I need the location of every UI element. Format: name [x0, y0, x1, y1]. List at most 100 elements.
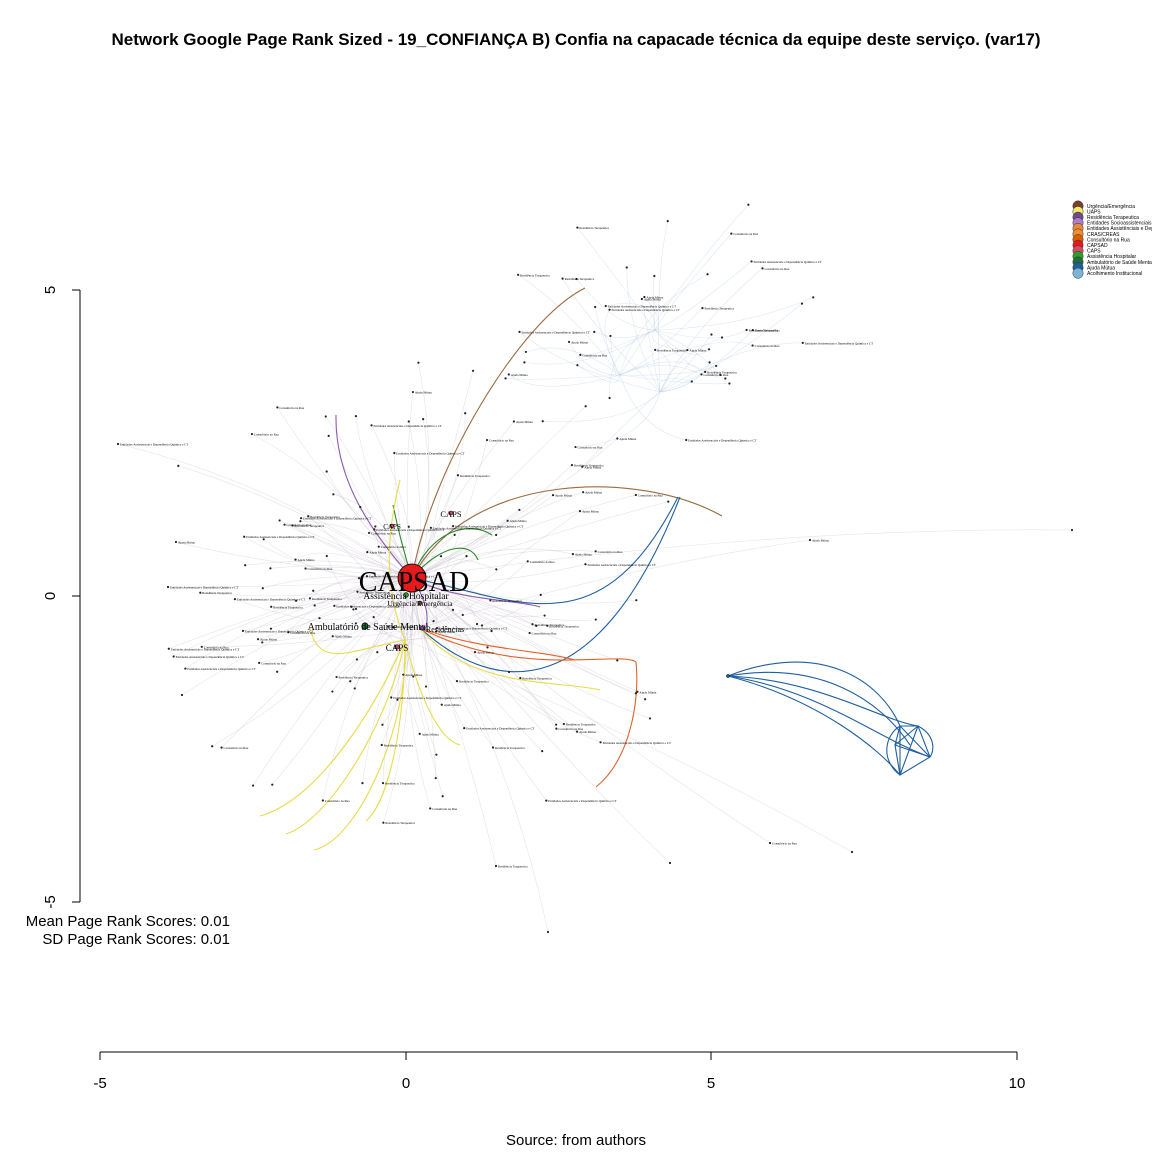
y-tick-label: 5	[42, 286, 59, 294]
node-label: Consultório na Rua	[755, 329, 780, 333]
legend-label: CRAS/CREAS	[1087, 232, 1120, 238]
node	[812, 296, 815, 299]
node	[184, 667, 187, 670]
node-label: Residência Terapeutica	[579, 226, 609, 230]
legend-label: Ambulatório de Saúde Mental	[1087, 260, 1152, 266]
node-label: Ajuda Mútua	[438, 630, 455, 634]
edge	[262, 577, 413, 643]
edge	[886, 725, 901, 776]
node	[332, 493, 335, 496]
edge	[393, 452, 421, 629]
legend-swatch	[1072, 267, 1084, 279]
node-label: Ajuda Mútua	[582, 510, 599, 514]
edge	[279, 520, 413, 579]
node-label: Residência Terapeutica	[385, 821, 415, 825]
node	[608, 396, 611, 400]
node-label: Consultório na Rua	[308, 567, 333, 571]
node	[541, 420, 544, 423]
edge	[659, 334, 712, 393]
node-label: Consultório na Rua	[390, 625, 415, 629]
node	[324, 415, 327, 418]
node	[594, 550, 597, 553]
node	[361, 782, 364, 785]
node	[258, 661, 261, 664]
edge	[562, 278, 661, 393]
node-label: Residência Terapeutica	[202, 591, 232, 595]
node	[504, 377, 507, 380]
node	[390, 696, 393, 699]
edge	[508, 374, 621, 387]
node-label: Entidades Assistenciais e Dependência Qu…	[805, 341, 873, 345]
node-label: Entidades Assistenciais e Dependência Qu…	[246, 535, 314, 539]
edge	[173, 577, 413, 657]
node	[524, 350, 527, 354]
node-label: Ajuda Mútua	[405, 673, 422, 677]
edge	[419, 510, 581, 629]
node	[644, 698, 647, 701]
node	[435, 627, 439, 630]
node	[451, 608, 455, 611]
node	[233, 598, 236, 601]
node	[294, 558, 297, 561]
edge	[411, 577, 541, 608]
node	[539, 593, 542, 596]
node	[541, 750, 544, 753]
node	[715, 364, 718, 368]
node	[352, 608, 355, 611]
edge	[328, 435, 413, 579]
node	[719, 373, 722, 376]
node	[751, 328, 754, 332]
node-label: Consultório na Rua	[381, 545, 406, 549]
node-label: Residência Terapeutica	[359, 590, 389, 594]
node	[480, 624, 484, 627]
node	[271, 783, 274, 786]
edge	[322, 577, 413, 801]
node-label: Entidades Assistenciais e Dependência Qu…	[120, 443, 188, 447]
node-label: Entidades Assistenciais e Dependência Qu…	[237, 598, 305, 602]
node	[523, 361, 526, 364]
edge	[313, 577, 413, 600]
node	[333, 604, 336, 607]
edge	[594, 329, 656, 339]
node	[381, 723, 384, 726]
node	[299, 517, 303, 520]
node-label: Residência Terapeutica	[520, 273, 550, 277]
node	[393, 451, 396, 455]
edge	[517, 274, 621, 376]
node	[241, 629, 245, 632]
node-label: Residência Terapeutica	[749, 329, 779, 333]
node	[331, 635, 334, 638]
node	[455, 680, 459, 683]
node	[571, 553, 574, 556]
node	[562, 722, 566, 726]
node	[471, 369, 475, 372]
node-label: Consultório na Rua	[371, 531, 396, 535]
node	[380, 743, 383, 747]
node	[495, 533, 498, 537]
node	[325, 554, 328, 558]
node-label: Residência Terapeutica	[312, 597, 342, 601]
edge	[181, 577, 413, 696]
node	[355, 658, 359, 661]
edge	[505, 374, 621, 380]
node-label: Entidades Assistenciais e Dependência Qu…	[187, 667, 255, 671]
edge	[659, 268, 763, 393]
node	[507, 373, 510, 376]
node	[361, 622, 369, 630]
node	[690, 380, 693, 383]
edge	[619, 361, 706, 376]
edge	[175, 541, 413, 579]
node-label: Entidades Assistenciais e Dependência Qu…	[336, 604, 404, 608]
node-capsad	[397, 563, 427, 593]
edge	[185, 577, 413, 669]
node-label: Entidades Assistenciais e Dependência Qu…	[455, 525, 523, 529]
edge	[326, 471, 413, 579]
node	[599, 741, 602, 744]
sd-page-rank: SD Page Rank Scores: 0.01	[42, 931, 230, 948]
node	[335, 675, 338, 679]
edge	[419, 496, 681, 673]
edge	[362, 639, 406, 784]
node-label: Ajuda Mútua	[297, 558, 314, 562]
edge	[117, 443, 413, 579]
edge	[419, 627, 576, 661]
